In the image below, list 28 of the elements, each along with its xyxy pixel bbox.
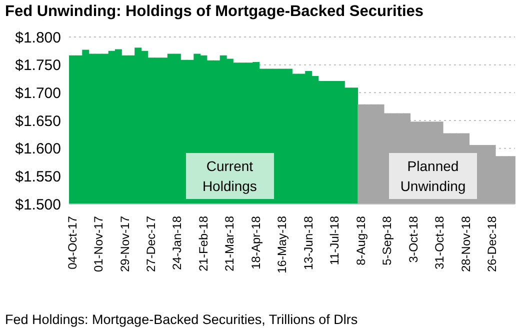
x-tick-label: 5-Sep-18	[380, 216, 394, 266]
y-tick-label: $1.700	[15, 84, 61, 102]
annotation: Current Holdings	[186, 153, 274, 199]
x-tick-label: 27-Dec-17	[144, 216, 158, 272]
x-tick-label: 29-Nov-17	[118, 216, 132, 272]
x-tick-label: 11-Jul-18	[328, 216, 342, 266]
x-tick-label: 28-Nov-18	[458, 216, 473, 272]
y-tick-label: $1.800	[15, 29, 61, 46]
text: Fed Holdings: Mortgage-Backed Securities, Trillions of Dlrs	[5, 312, 358, 327]
y-tick-label: $1.550	[15, 168, 61, 186]
x-tick-label: 26-Dec-18	[485, 216, 500, 272]
x-tick-label: 31-Oct-18	[432, 216, 447, 270]
annotation: Planned Unwinding	[389, 153, 477, 199]
x-tick-label: 3-Oct-18	[406, 216, 420, 263]
x-tick-label: 18-Apr-18	[248, 216, 263, 270]
x-tick-label: 21-Feb-18	[196, 216, 210, 272]
x-tick-label: 24-Jan-18	[170, 216, 184, 270]
chart-title: Fed Unwinding: Holdings of Mortgage-Backed Securities	[5, 3, 424, 21]
x-tick-label: 21-Mar-18	[222, 216, 237, 272]
x-tick-label: 16-May-18	[275, 216, 290, 274]
y-tick-label: $1.650	[15, 112, 61, 130]
x-tick-label: 13-Jun-18	[301, 216, 316, 270]
y-tick-label: $1.750	[15, 57, 61, 74]
x-tick-label: 04-Oct-17	[65, 216, 80, 270]
x-tick-label: 8-Aug-18	[354, 216, 368, 266]
y-tick-label: $1.500	[15, 196, 61, 214]
x-tick-label: 01-Nov-17	[92, 216, 106, 272]
y-tick-label: $1.600	[15, 140, 61, 158]
